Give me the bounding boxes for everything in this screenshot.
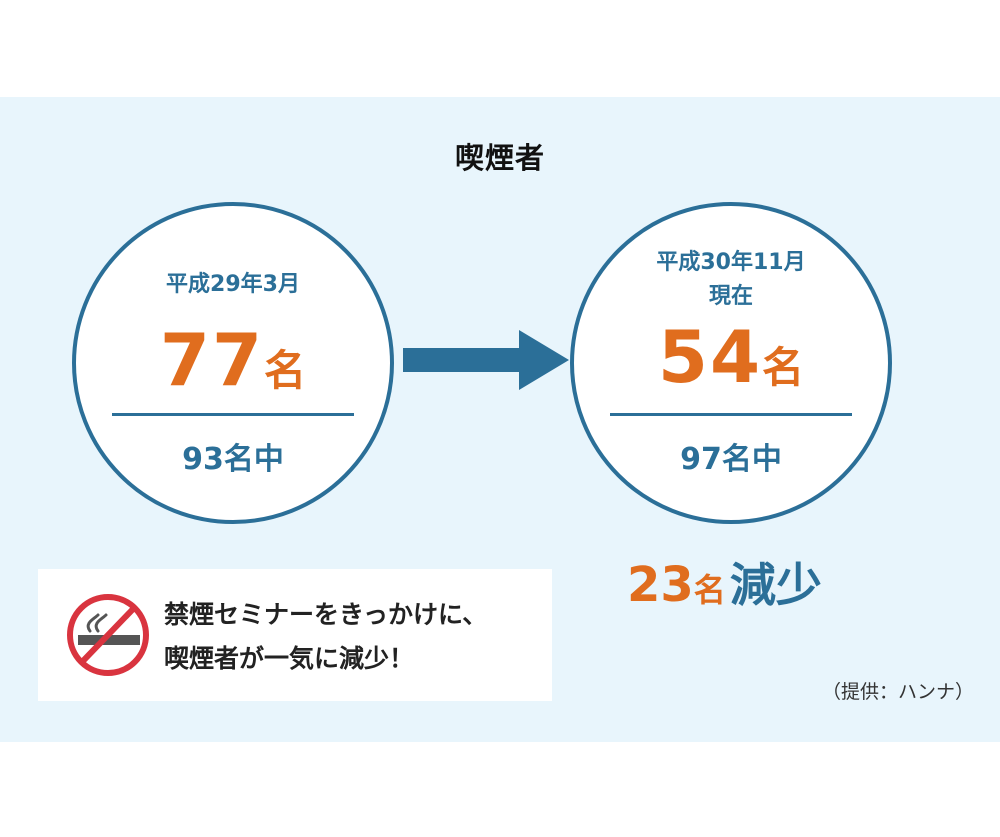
after-total: 97名中 [680,442,782,477]
note-line2: 喫煙者が一気に減少！ [164,644,415,673]
before-divider [112,413,354,416]
after-count-number: 54 [657,315,763,399]
reduction-unit: 名 [693,571,726,609]
after-divider [610,413,852,416]
after-date-line1: 平成30年11月 [656,250,806,275]
note-box: 禁煙セミナーをきっかけに、 喫煙者が一気に減少！ [38,569,552,701]
note-text: 禁煙セミナーをきっかけに、 喫煙者が一気に減少！ [164,593,487,681]
no-smoking-icon [67,594,149,676]
after-circle: 平成30年11月 現在 54名 97名中 [570,202,892,524]
before-date: 平成29年3月 [76,268,390,302]
before-total: 93名中 [182,442,284,477]
before-count: 77名 [76,324,390,396]
before-count-number: 77 [159,318,265,402]
after-date-line2: 現在 [708,284,753,309]
before-circle: 平成29年3月 77名 93名中 [72,202,394,524]
page-title: 喫煙者 [454,141,545,175]
reduction-word: 減少 [729,558,822,612]
after-count-unit: 名 [762,343,805,392]
credit-text: （提供：ハンナ） [822,681,975,703]
reduction-summary: 23名減少 [627,561,822,609]
reduction-number: 23 [627,557,694,613]
before-count-unit: 名 [264,346,307,395]
before-date-line1: 平成29年3月 [166,272,300,297]
after-date: 平成30年11月 現在 [574,246,888,314]
after-count: 54名 [574,321,888,393]
note-line1: 禁煙セミナーをきっかけに、 [164,600,488,629]
right-arrow-icon [403,330,569,390]
